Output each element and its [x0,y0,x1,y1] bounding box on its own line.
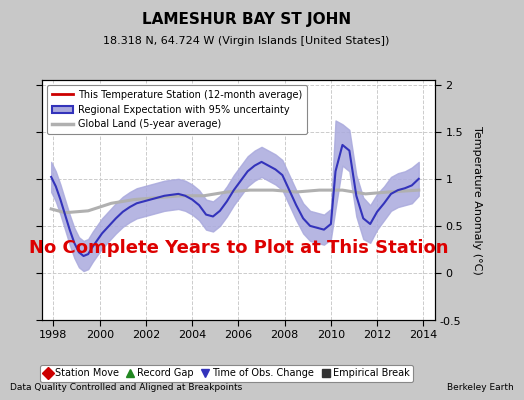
Text: Berkeley Earth: Berkeley Earth [447,383,514,392]
Y-axis label: Temperature Anomaly (°C): Temperature Anomaly (°C) [473,126,483,274]
Text: No Complete Years to Plot at This Station: No Complete Years to Plot at This Statio… [29,239,448,257]
Text: -0.5: -0.5 [439,317,461,327]
Text: Data Quality Controlled and Aligned at Breakpoints: Data Quality Controlled and Aligned at B… [10,383,243,392]
Text: 18.318 N, 64.724 W (Virgin Islands [United States]): 18.318 N, 64.724 W (Virgin Islands [Unit… [103,36,389,46]
Text: LAMESHUR BAY ST JOHN: LAMESHUR BAY ST JOHN [141,12,351,27]
Legend: Station Move, Record Gap, Time of Obs. Change, Empirical Break: Station Move, Record Gap, Time of Obs. C… [40,364,413,382]
